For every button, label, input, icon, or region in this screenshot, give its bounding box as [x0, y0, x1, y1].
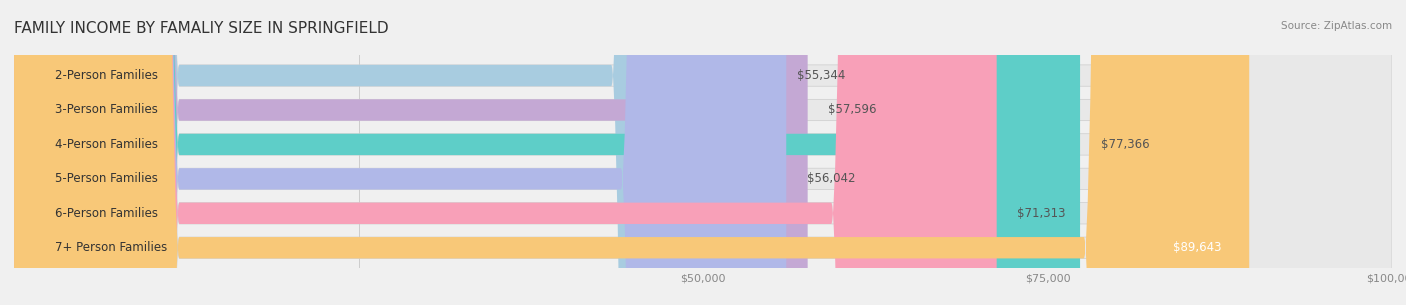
Text: $55,344: $55,344 [797, 69, 845, 82]
Text: FAMILY INCOME BY FAMALIY SIZE IN SPRINGFIELD: FAMILY INCOME BY FAMALIY SIZE IN SPRINGF… [14, 21, 388, 36]
Text: $89,643: $89,643 [1173, 241, 1222, 254]
Text: $57,596: $57,596 [828, 103, 877, 117]
Text: 3-Person Families: 3-Person Families [55, 103, 159, 117]
FancyBboxPatch shape [14, 0, 1250, 305]
FancyBboxPatch shape [14, 0, 807, 305]
Text: $56,042: $56,042 [807, 172, 855, 185]
FancyBboxPatch shape [14, 0, 1392, 305]
Text: 6-Person Families: 6-Person Families [55, 207, 159, 220]
FancyBboxPatch shape [14, 0, 997, 305]
FancyBboxPatch shape [14, 0, 776, 305]
Text: $77,366: $77,366 [1101, 138, 1149, 151]
FancyBboxPatch shape [14, 0, 1392, 305]
FancyBboxPatch shape [14, 0, 786, 305]
Text: 4-Person Families: 4-Person Families [55, 138, 159, 151]
Text: 2-Person Families: 2-Person Families [55, 69, 159, 82]
Text: Source: ZipAtlas.com: Source: ZipAtlas.com [1281, 21, 1392, 31]
Text: 7+ Person Families: 7+ Person Families [55, 241, 167, 254]
FancyBboxPatch shape [14, 0, 1392, 305]
FancyBboxPatch shape [14, 0, 1080, 305]
FancyBboxPatch shape [14, 0, 1392, 305]
FancyBboxPatch shape [14, 0, 1392, 305]
FancyBboxPatch shape [14, 0, 1392, 305]
Text: $71,313: $71,313 [1018, 207, 1066, 220]
Text: 5-Person Families: 5-Person Families [55, 172, 159, 185]
